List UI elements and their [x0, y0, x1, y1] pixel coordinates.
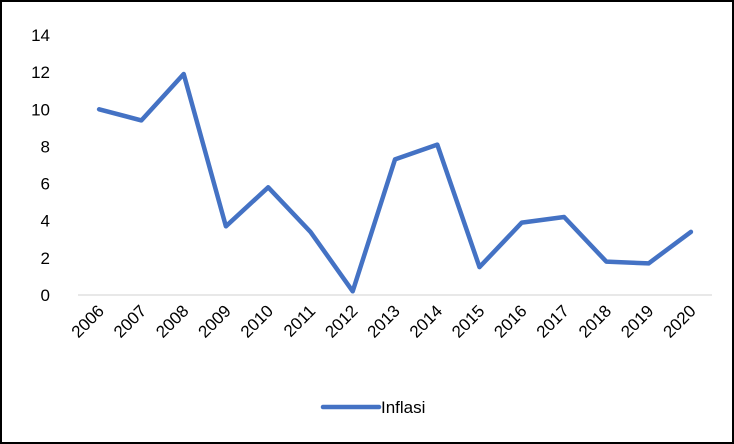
- x-tick-label: 2011: [280, 301, 319, 340]
- y-tick-label: 10: [31, 100, 50, 119]
- data-point: [351, 289, 355, 293]
- x-tick-label: 2007: [110, 301, 150, 341]
- legend: Inflasi: [320, 398, 425, 417]
- x-tick-label: 2008: [152, 301, 192, 341]
- y-axis-ticks: 0 2 4 6 8 10 12 14: [31, 26, 50, 305]
- x-tick-label: 2020: [660, 301, 700, 341]
- y-tick-label: 12: [31, 63, 50, 82]
- y-tick-label: 8: [41, 137, 50, 156]
- x-tick-label: 2010: [237, 301, 277, 341]
- y-tick-label: 6: [41, 175, 50, 194]
- y-tick-label: 14: [31, 26, 50, 45]
- x-tick-label: 2012: [321, 301, 361, 341]
- data-point: [689, 230, 693, 234]
- x-tick-label: 2019: [617, 301, 657, 341]
- data-point: [224, 224, 228, 228]
- x-tick-label: 2009: [195, 301, 235, 341]
- data-point: [266, 185, 270, 189]
- data-point: [562, 215, 566, 219]
- y-tick-label: 2: [41, 249, 50, 268]
- x-tick-label: 2015: [448, 301, 488, 341]
- x-tick-label: 2014: [406, 301, 446, 341]
- x-tick-label: 2016: [490, 301, 530, 341]
- data-point: [604, 260, 608, 264]
- y-tick-label: 0: [41, 286, 50, 305]
- x-tick-label: 2017: [533, 301, 573, 341]
- y-tick-label: 4: [41, 212, 50, 231]
- data-point: [182, 72, 186, 76]
- x-tick-label: 2018: [575, 301, 615, 341]
- series-line-inflasi: [96, 71, 694, 294]
- data-point: [393, 157, 397, 161]
- data-point: [647, 261, 651, 265]
- data-point: [435, 143, 439, 147]
- series-lines: [96, 71, 694, 294]
- x-tick-label: 2013: [364, 301, 404, 341]
- data-point: [308, 230, 312, 234]
- x-axis-ticks: 2006 2007 2008 2009 2010 2011 2012 2013 2014 2015…: [68, 301, 700, 341]
- data-point: [478, 265, 482, 269]
- data-point: [520, 221, 524, 225]
- data-point: [97, 107, 101, 111]
- x-tick-label: 2006: [68, 301, 108, 341]
- legend-label-inflasi: Inflasi: [381, 398, 425, 417]
- data-point: [139, 118, 143, 122]
